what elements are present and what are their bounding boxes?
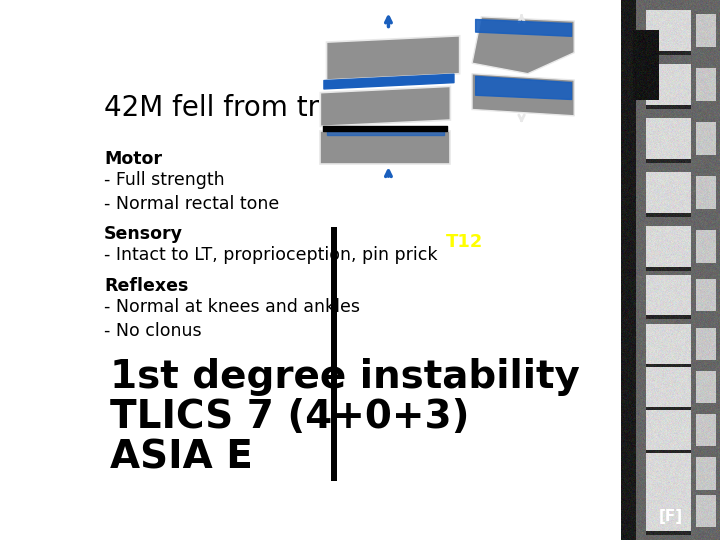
Text: type A + post ligament: type A + post ligament bbox=[318, 179, 423, 188]
Text: B I.2: B I.2 bbox=[320, 10, 348, 21]
Text: 42M fell from tree: 42M fell from tree bbox=[104, 94, 353, 122]
Polygon shape bbox=[472, 17, 575, 74]
Text: T12: T12 bbox=[446, 233, 483, 251]
Text: TLICS 7 (4+0+3): TLICS 7 (4+0+3) bbox=[109, 399, 469, 436]
Text: Sensory: Sensory bbox=[104, 225, 183, 243]
Bar bbox=[331, 227, 337, 481]
Polygon shape bbox=[472, 74, 575, 116]
Text: - Intact to LT, proprioception, pin prick: - Intact to LT, proprioception, pin pric… bbox=[104, 246, 438, 264]
Text: Motor: Motor bbox=[104, 150, 162, 168]
Polygon shape bbox=[320, 86, 451, 126]
Text: - Normal at knees and ankles: - Normal at knees and ankles bbox=[104, 298, 360, 316]
Text: - No clonus: - No clonus bbox=[104, 322, 202, 340]
Text: - Full strength: - Full strength bbox=[104, 171, 225, 189]
Text: Reflexes: Reflexes bbox=[104, 277, 189, 295]
Text: - Normal rectal tone: - Normal rectal tone bbox=[104, 195, 279, 213]
Text: ASIA E: ASIA E bbox=[109, 438, 253, 477]
Polygon shape bbox=[327, 36, 459, 80]
Text: 1st degree instability: 1st degree instability bbox=[109, 358, 580, 396]
Text: [F]: [F] bbox=[658, 509, 683, 524]
Polygon shape bbox=[320, 131, 451, 164]
